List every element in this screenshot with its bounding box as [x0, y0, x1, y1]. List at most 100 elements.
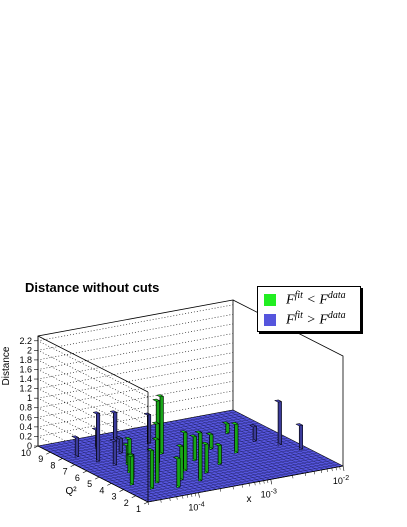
x-minor-tick — [331, 468, 333, 472]
bar-face-side — [150, 448, 154, 489]
bar-face-side — [204, 441, 209, 473]
x-tick — [270, 479, 273, 485]
bar — [213, 442, 223, 466]
floor-mesh-line — [125, 454, 322, 491]
bar-face-top — [179, 430, 188, 434]
x-minor-tick — [182, 495, 184, 499]
z-tick-label: 0.8 — [19, 403, 32, 413]
z-tick-label: 0.6 — [19, 412, 32, 422]
x-tick-base: 10 — [188, 503, 198, 513]
bar — [230, 421, 239, 454]
z-tick-label: 1.4 — [19, 374, 32, 384]
q2-tick-label: 1 — [136, 504, 141, 514]
x-tick-label: 10-3 — [261, 488, 277, 499]
q2-tick-label: 9 — [38, 454, 43, 464]
floor-mesh-line — [41, 411, 237, 449]
bar-face-side — [176, 456, 181, 488]
floor-mesh-line — [136, 460, 333, 497]
bar-face-top — [221, 421, 230, 425]
x-minor-tick — [194, 493, 196, 497]
q2-tick-label: 5 — [87, 479, 92, 489]
floor-mesh-line — [129, 456, 325, 493]
q2-tick — [58, 458, 63, 461]
x-tick — [198, 492, 200, 498]
bar-face-side — [217, 442, 222, 465]
bar — [175, 444, 184, 481]
q2-tick — [143, 501, 149, 505]
floor-mesh-line — [140, 462, 336, 499]
floor-mesh-line — [78, 430, 274, 467]
floor-mesh-line — [111, 447, 307, 484]
bar — [295, 423, 304, 451]
bars — [71, 394, 304, 490]
axis-ticks: 00.20.40.60.811.21.41.61.822.2Distance12… — [1, 336, 349, 514]
bar-face-top — [194, 430, 203, 434]
legend-swatch-green — [264, 294, 276, 306]
q2-tick — [94, 476, 100, 480]
x-minor-tick — [326, 468, 328, 473]
bar — [151, 437, 160, 484]
bar-face-top — [200, 441, 210, 445]
chart-title: Distance without cuts — [25, 280, 160, 295]
bar-face-top — [92, 411, 101, 415]
floor-mesh-line — [92, 437, 289, 475]
x-tick-exponent: -2 — [343, 475, 349, 482]
x-minor-tick — [241, 484, 243, 488]
x-tick-base: 10 — [333, 476, 343, 486]
bar-face-side — [75, 435, 79, 458]
q2-tick — [82, 470, 88, 474]
bar-face-top — [155, 394, 165, 398]
x-minor-tick — [220, 488, 221, 492]
bar — [172, 456, 181, 489]
z-tick-label: 1.6 — [19, 364, 32, 374]
bar-face-top — [152, 398, 161, 402]
bar — [126, 453, 135, 486]
bar — [179, 430, 188, 472]
legend-entry-fit-lt-data: Ffit < Fdata — [264, 290, 356, 310]
bar-face-top — [123, 436, 133, 440]
x-minor-tick — [176, 496, 178, 500]
x-minor-tick — [321, 469, 322, 474]
x-minor-tick — [267, 479, 269, 483]
z-tick-label: 1 — [27, 393, 32, 403]
floor-mesh-line — [70, 426, 267, 463]
x-minor-tick — [191, 493, 193, 498]
bar-face-top — [143, 412, 152, 416]
q2-tick — [119, 489, 124, 492]
bar-face-top — [126, 453, 135, 457]
q2-tick — [107, 483, 112, 486]
q2-tick — [46, 451, 51, 455]
bar-face-top — [109, 410, 118, 414]
bar-face-top — [109, 439, 118, 442]
q2-tick-label: 2 — [124, 498, 129, 508]
bar-face-top — [205, 432, 214, 436]
x-minor-tick — [263, 480, 265, 484]
bar-face-top — [213, 443, 223, 446]
bar — [200, 441, 210, 474]
bar — [248, 424, 258, 442]
q2-axis-title: Q² — [65, 486, 77, 497]
x-tick-label: 10-2 — [333, 475, 349, 486]
bar-face-side — [159, 394, 164, 455]
x-minor-tick — [187, 494, 189, 498]
floor-mesh-line — [56, 419, 252, 456]
bar-face-side — [113, 438, 117, 466]
x-minor-tick — [304, 472, 306, 477]
bar — [194, 430, 203, 482]
x-minor-tick — [248, 483, 250, 487]
bar — [114, 436, 124, 454]
bar — [155, 394, 165, 455]
q2-tick-label: 6 — [75, 473, 80, 483]
z-tick-label: 2 — [27, 345, 32, 355]
bar-face-top — [175, 444, 184, 448]
bar-face-top — [273, 399, 283, 403]
bar — [273, 399, 283, 446]
floor-mesh-line — [48, 415, 245, 452]
z-tick-label: 1.2 — [19, 384, 32, 394]
floor-mesh-line — [114, 449, 311, 486]
bar — [188, 434, 198, 462]
bar-face-side — [198, 430, 203, 481]
bar — [205, 432, 214, 450]
legend-entry-fit-gt-data: Ffit > Fdata — [264, 310, 356, 330]
